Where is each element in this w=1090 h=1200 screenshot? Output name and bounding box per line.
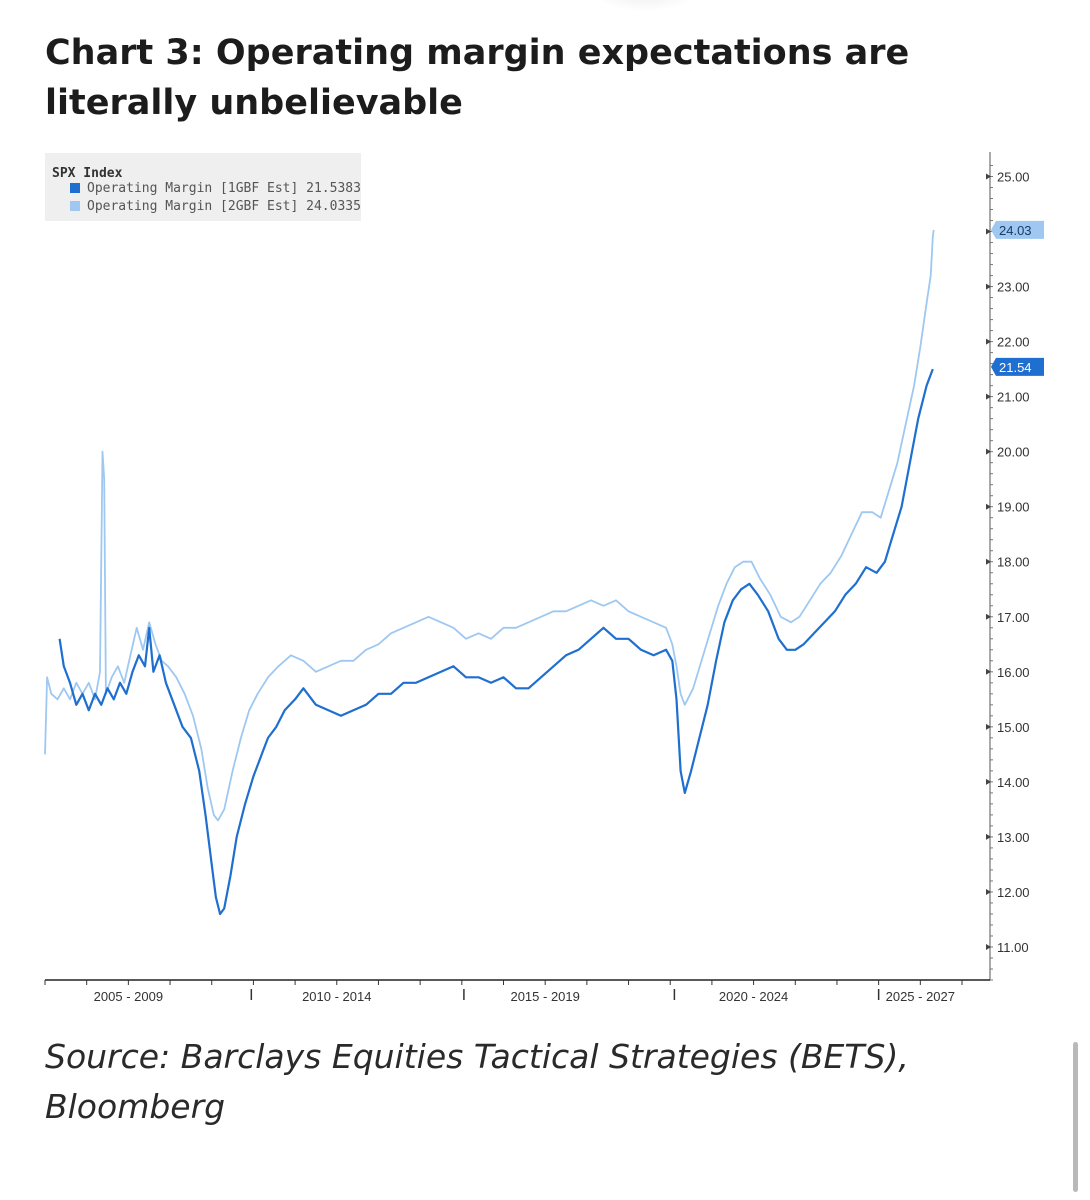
y-tick-label: 14.00 <box>997 775 1030 790</box>
legend-swatch <box>70 201 80 211</box>
last-value-badge <box>991 220 1044 239</box>
y-tick-label: 15.00 <box>997 720 1030 735</box>
series-line-1gbf <box>58 368 934 916</box>
y-tick-marker <box>986 723 991 730</box>
y-tick-marker <box>986 338 991 345</box>
x-tick-label: 2015 - 2019 <box>510 989 579 1004</box>
legend-swatch <box>70 183 80 193</box>
y-tick-label: 18.00 <box>997 555 1030 570</box>
y-tick-label: 17.00 <box>997 610 1030 625</box>
x-tick-label: 2025 - 2027 <box>886 989 955 1004</box>
y-tick-marker <box>986 393 991 400</box>
top-shadow-decoration <box>590 0 700 12</box>
y-tick-label: 23.00 <box>997 280 1030 295</box>
y-tick-marker <box>986 943 991 950</box>
y-tick-marker <box>986 173 991 180</box>
y-tick-marker <box>986 613 991 620</box>
y-tick-label: 16.00 <box>997 665 1030 680</box>
last-value-labels: 24.03 21.54 <box>991 220 1044 376</box>
legend-entry: Operating Margin [1GBF Est] 21.5383 <box>87 181 361 196</box>
legend-entry: Operating Margin [2GBF Est] 24.0335 <box>87 199 361 214</box>
y-tick-marker <box>986 668 991 675</box>
y-tick-label: 20.00 <box>997 445 1030 460</box>
x-tick-label: 2010 - 2014 <box>302 989 371 1004</box>
y-tick-label: 22.00 <box>997 335 1030 350</box>
y-tick-label: 13.00 <box>997 830 1030 845</box>
scrollbar-thumb[interactable] <box>1073 1042 1078 1192</box>
source-note: Source: Barclays Equities Tactical Strat… <box>45 1037 909 1126</box>
y-tick-marker <box>986 448 991 455</box>
y-tick-marker <box>986 283 991 290</box>
y-tick-marker <box>986 558 991 565</box>
y-tick-label: 19.00 <box>997 500 1030 515</box>
x-tick-label: 2020 - 2024 <box>719 989 788 1004</box>
y-tick-marker <box>986 833 991 840</box>
page-title: Chart 3: Operating margin expectations a… <box>45 33 910 123</box>
y-tick-label: 11.00 <box>997 940 1029 955</box>
y-tick-label: 25.00 <box>997 170 1030 185</box>
y-tick-marker <box>986 503 991 510</box>
chart-series <box>44 229 935 916</box>
y-tick-label: 12.00 <box>997 885 1030 900</box>
last-value-text: 21.54 <box>999 360 1032 375</box>
chart-axes: 25.0024.0023.0022.0021.0020.0019.0018.00… <box>44 152 1030 1004</box>
y-tick-label: 21.00 <box>997 390 1030 405</box>
last-value-text: 24.03 <box>999 223 1032 238</box>
y-tick-marker <box>986 228 991 235</box>
legend-header: SPX Index <box>52 166 123 181</box>
y-tick-marker <box>986 888 991 895</box>
last-value-badge <box>991 357 1044 376</box>
x-tick-label: 2005 - 2009 <box>94 989 163 1004</box>
legend-box <box>45 153 361 221</box>
series-line-2gbf <box>44 229 935 822</box>
y-tick-marker <box>986 778 991 785</box>
